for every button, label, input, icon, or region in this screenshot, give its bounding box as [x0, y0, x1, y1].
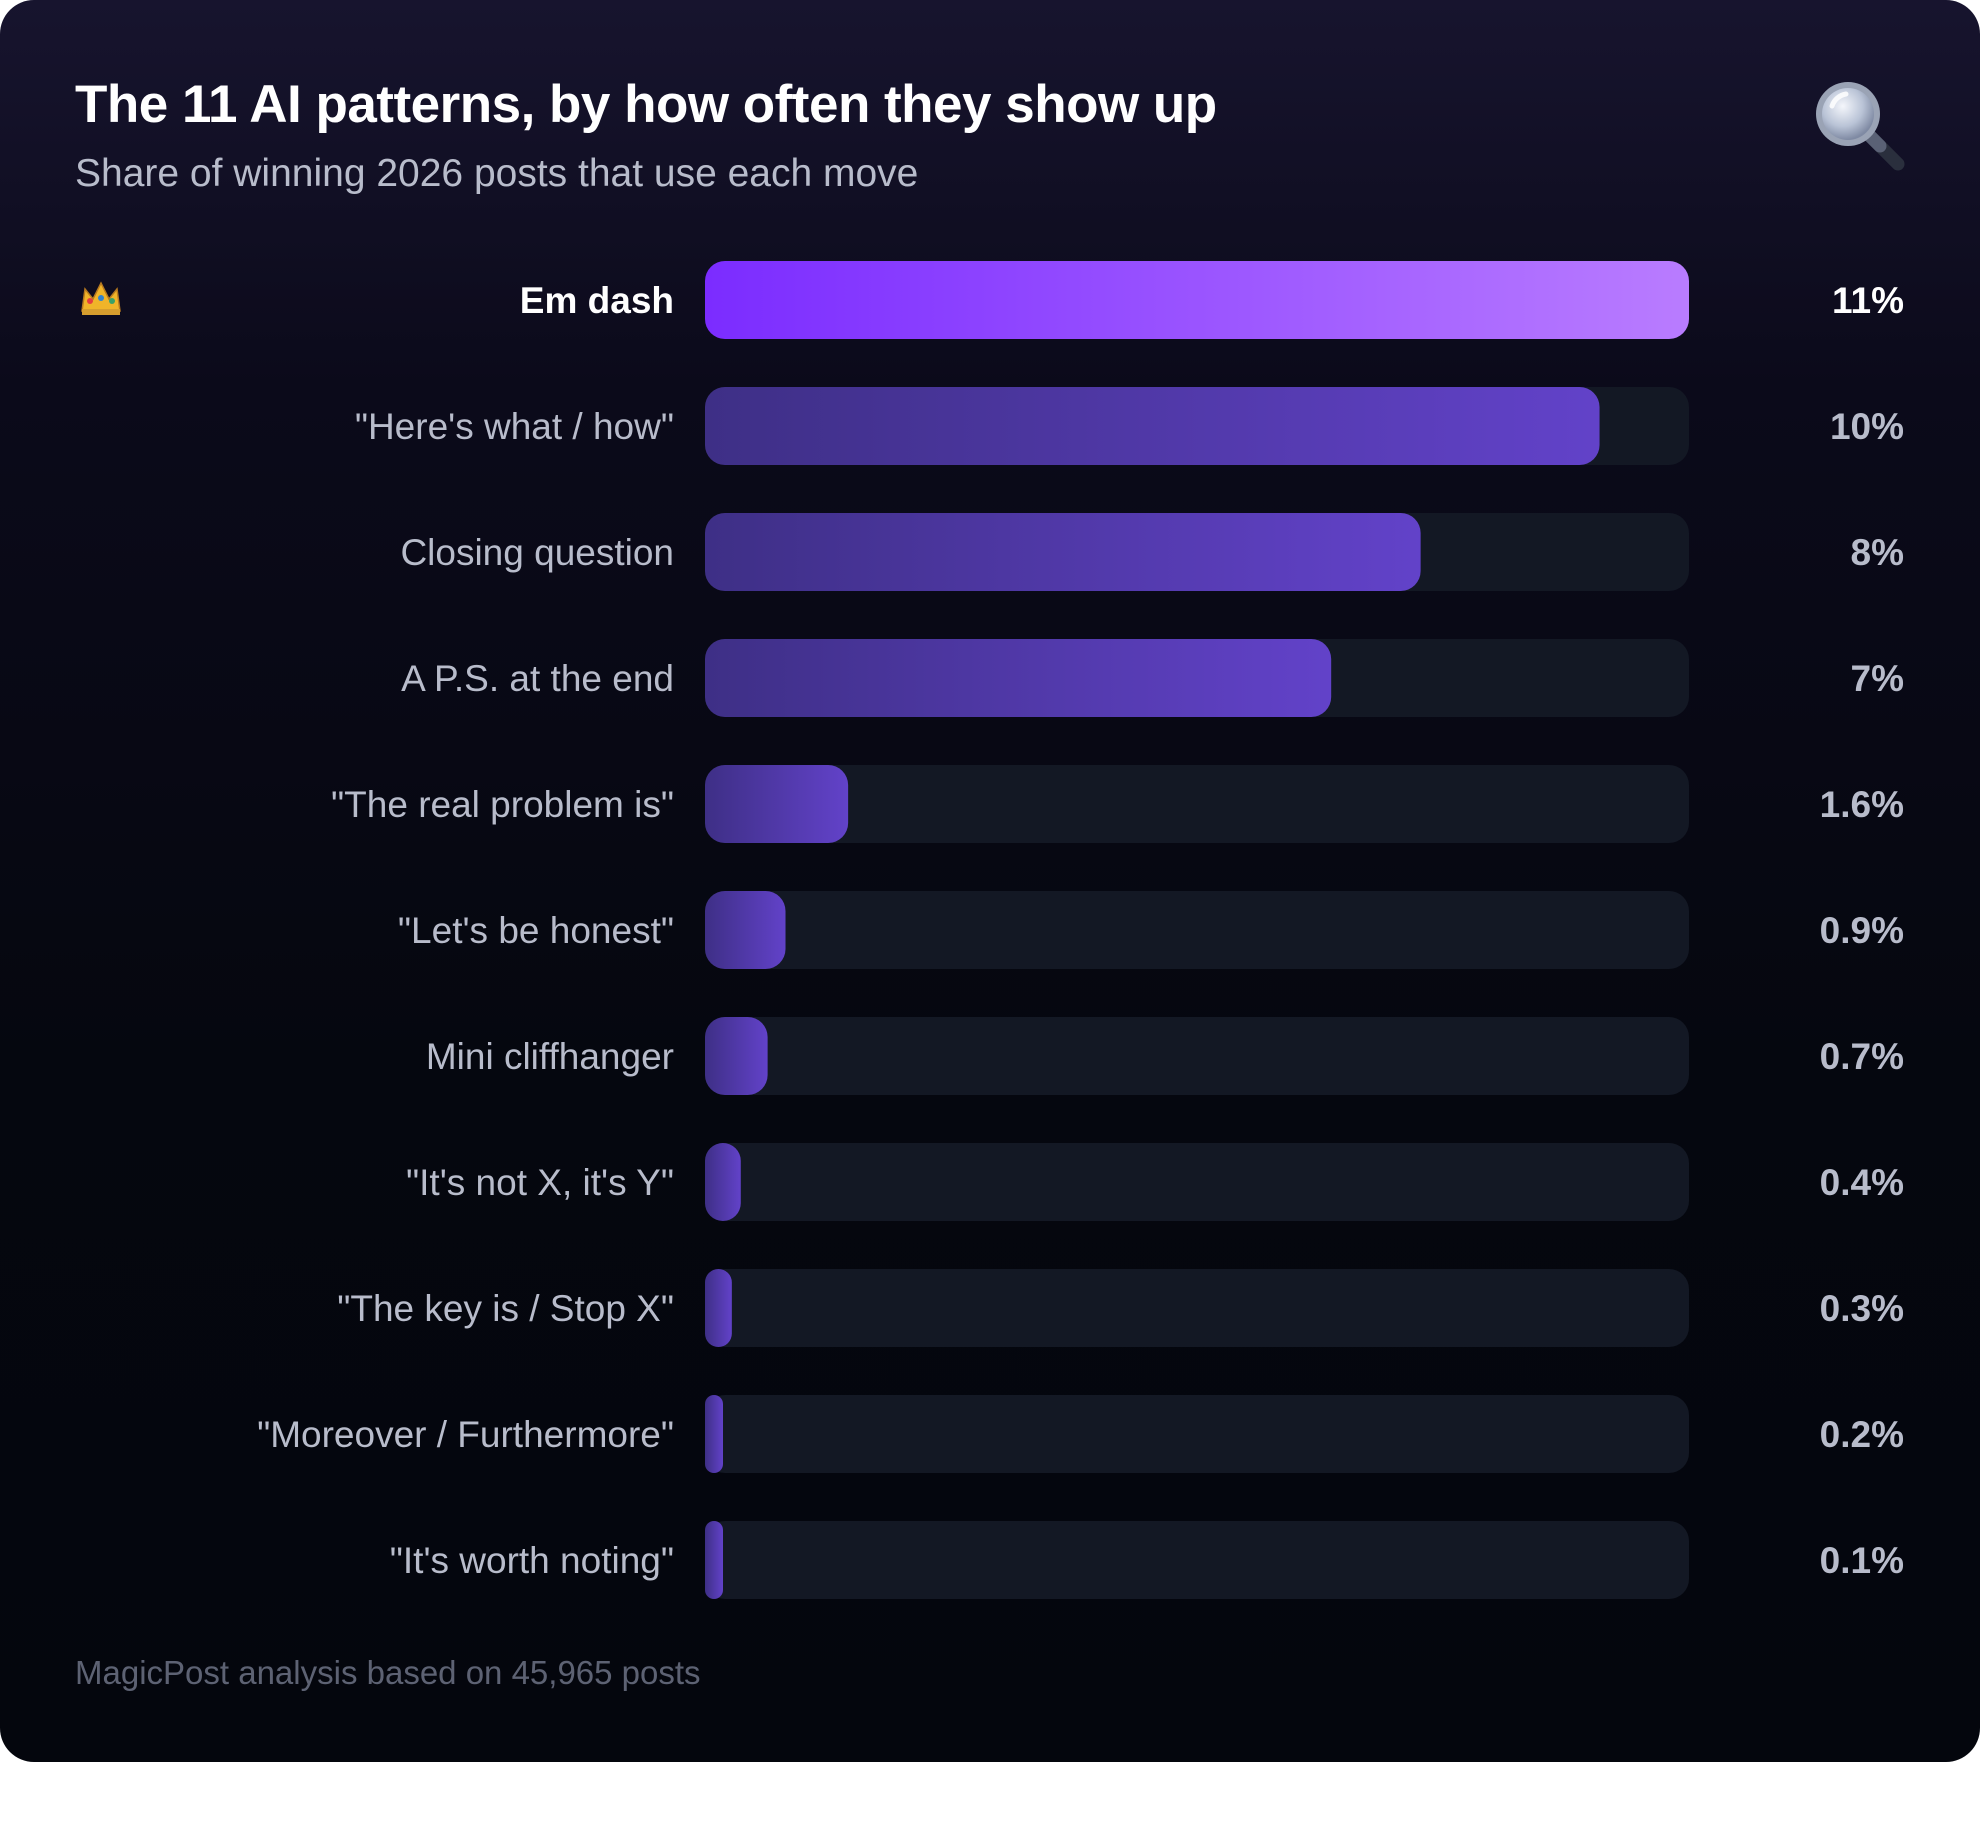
bar-6: [705, 1017, 768, 1095]
footnote: MagicPost analysis based on 45,965 posts: [75, 1654, 701, 1691]
category-label: "Let's be honest": [398, 910, 674, 951]
bar-chart: Em dash 11% "Here's what / how" 10% Closing …: [81, 261, 1904, 1599]
bar-4: [705, 765, 849, 843]
value-label: 0.9%: [1820, 910, 1904, 951]
category-label: "Moreover / Furthermore": [257, 1414, 674, 1455]
value-label: 0.1%: [1820, 1540, 1904, 1581]
value-label: 0.3%: [1820, 1288, 1904, 1329]
bar-track: [705, 1521, 1689, 1599]
value-label: 0.4%: [1820, 1162, 1904, 1203]
bar-track: [705, 1017, 1689, 1095]
bar-3: [705, 639, 1332, 717]
bar-0: [705, 261, 1689, 339]
value-label: 7%: [1851, 658, 1904, 699]
category-label: "It's not X, it's Y": [406, 1162, 674, 1203]
bar-track: [705, 891, 1689, 969]
category-label: Em dash: [520, 280, 674, 321]
category-label: A P.S. at the end: [401, 658, 674, 699]
bar-8: [705, 1269, 732, 1347]
value-label: 1.6%: [1820, 784, 1904, 825]
category-label: "The key is / Stop X": [337, 1288, 674, 1329]
category-label: "It's worth noting": [390, 1540, 674, 1581]
bar-track: [705, 1395, 1689, 1473]
value-label: 8%: [1851, 532, 1904, 573]
bar-2: [705, 513, 1421, 591]
value-label: 10%: [1830, 406, 1904, 447]
bar-1: [705, 387, 1600, 465]
bar-track: [705, 1269, 1689, 1347]
bar-5: [705, 891, 786, 969]
bar-9: [705, 1395, 723, 1473]
chart-title: The 11 AI patterns, by how often they sh…: [75, 75, 1217, 134]
value-label: 11%: [1832, 280, 1904, 321]
magnifying-glass-icon: [1816, 82, 1905, 171]
chart-card: The 11 AI patterns, by how often they sh…: [0, 0, 1980, 1762]
chart-subtitle: Share of winning 2026 posts that use eac…: [75, 152, 919, 195]
bar-track: [705, 765, 1689, 843]
crown-icon: [81, 281, 121, 315]
category-label: Mini cliffhanger: [426, 1036, 674, 1077]
bar-track: [705, 1143, 1689, 1221]
value-label: 0.2%: [1820, 1414, 1904, 1455]
category-label: "The real problem is": [331, 784, 674, 825]
bar-10: [705, 1521, 723, 1599]
bar-7: [705, 1143, 741, 1221]
value-label: 0.7%: [1820, 1036, 1904, 1077]
category-label: "Here's what / how": [355, 406, 674, 447]
category-label: Closing question: [400, 532, 674, 573]
